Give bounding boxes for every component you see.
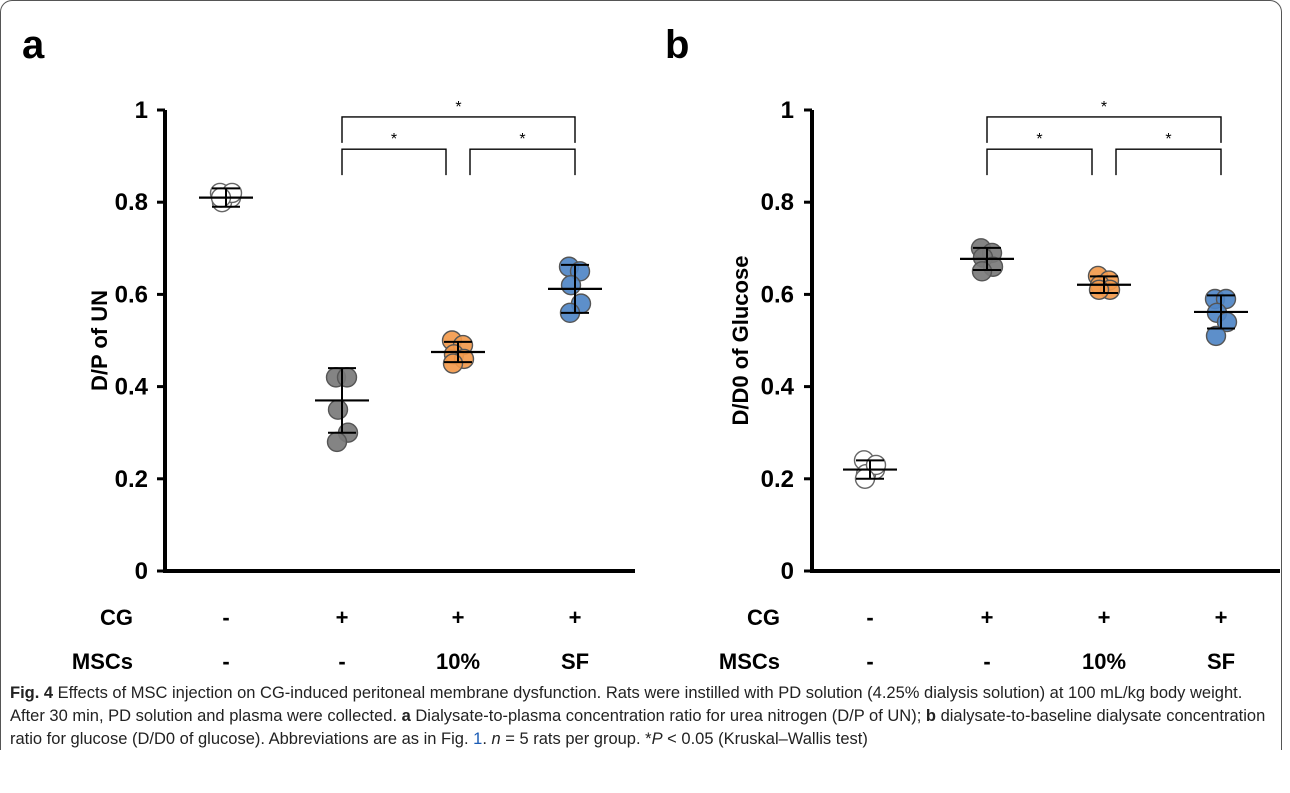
- significance-bracket: [469, 148, 576, 176]
- y-tick-label: 0.4: [761, 374, 795, 401]
- significance-bracket: [341, 116, 576, 143]
- condition-mscs-value: -: [866, 649, 873, 674]
- data-point: [336, 367, 358, 388]
- figure-frame: [0, 0, 1282, 750]
- row-label-cg: CG: [747, 605, 780, 630]
- caption-a-text: Dialysate-to-plasma concentration ratio …: [410, 707, 926, 725]
- significance-star: *: [455, 99, 461, 116]
- significance-bracket: [986, 148, 1093, 176]
- figure-caption: Fig. 4 Effects of MSC injection on CG-in…: [10, 682, 1280, 751]
- caption-sentence-1: Effects of MSC injection on CG-induced p…: [10, 684, 1243, 725]
- panel-letter: b: [665, 23, 689, 67]
- panel-letter: a: [22, 23, 45, 67]
- caption-fig-label: Fig. 4: [10, 684, 54, 702]
- condition-mscs-value: -: [983, 649, 990, 674]
- data-point: [327, 399, 349, 420]
- caption-fig-ref-link[interactable]: 1: [473, 730, 483, 748]
- y-tick-label: 0.4: [115, 374, 149, 401]
- condition-mscs-value: -: [338, 649, 345, 674]
- row-label-cg: CG: [100, 605, 133, 630]
- y-axis-label: D/P of UN: [87, 290, 112, 391]
- condition-cg-value: +: [452, 605, 465, 630]
- data-point: [1205, 325, 1227, 347]
- caption-p-var: P: [651, 730, 663, 748]
- condition-cg-value: +: [1098, 605, 1111, 630]
- condition-cg-value: -: [866, 605, 873, 630]
- figure-panels: a00.20.40.60.81D/P of UN** *CGMSCs--+-+10…: [22, 23, 1280, 674]
- significance-bracket: [1115, 148, 1222, 176]
- condition-cg-value: +: [1215, 605, 1228, 630]
- caption-a-label: a: [401, 707, 411, 725]
- caption-n-text: = 5 rats per group.: [500, 730, 646, 748]
- row-label-mscs: MSCs: [72, 649, 133, 674]
- y-tick-label: 0.2: [761, 466, 794, 493]
- caption-p-star: *: [645, 730, 652, 748]
- caption-n-var: n: [491, 730, 501, 748]
- significance-bracket: [341, 148, 447, 176]
- data-point: [1088, 279, 1110, 300]
- significance-star: *: [1036, 131, 1042, 148]
- y-axis-label: D/D0 of Glucose: [728, 256, 753, 426]
- condition-cg-value: -: [222, 605, 229, 630]
- y-tick-label: 0.6: [761, 281, 794, 308]
- condition-mscs-value: SF: [561, 649, 589, 674]
- caption-b-text: dialysate-to-baseline dialysate concentr…: [10, 707, 1266, 748]
- condition-cg-value: +: [569, 605, 582, 630]
- condition-cg-value: +: [981, 605, 994, 630]
- row-label-mscs: MSCs: [719, 649, 780, 674]
- y-tick-label: 0: [781, 558, 794, 585]
- data-point: [326, 431, 348, 453]
- significance-star: *: [1165, 131, 1171, 148]
- y-tick-label: 1: [781, 97, 794, 124]
- y-tick-label: 0.8: [761, 189, 794, 216]
- y-tick-label: 0.6: [115, 281, 148, 308]
- significance-star: *: [391, 131, 397, 148]
- data-point: [442, 353, 464, 374]
- y-tick-label: 0.2: [115, 466, 148, 493]
- condition-cg-value: +: [336, 605, 349, 630]
- significance-bracket: [986, 116, 1222, 143]
- panel-b: b 0 0.2 0.4 0.6 0.8 1 D/D0 of Glucose * * * CG MSCs -…: [665, 23, 1280, 674]
- condition-mscs-value: 10%: [1082, 649, 1126, 674]
- significance-star: *: [519, 131, 525, 148]
- y-tick-label: 0: [135, 558, 148, 585]
- significance-star: *: [1101, 99, 1107, 116]
- condition-mscs-value: SF: [1207, 649, 1235, 674]
- caption-n-pre: .: [482, 730, 492, 748]
- y-tick-label: 1: [135, 97, 148, 124]
- condition-mscs-value: -: [222, 649, 229, 674]
- caption-p-text: < 0.05 (Kruskal–Wallis test): [662, 730, 868, 748]
- y-tick-label: 0.8: [115, 189, 148, 216]
- data-point: [560, 274, 582, 296]
- panel-a: a 0 0.2 0.4 0.6 0.8 1 D/P of UN * * * CG MSCs - - + - +10…: [22, 23, 635, 674]
- caption-b-label: b: [925, 707, 936, 725]
- condition-mscs-value: 10%: [436, 649, 480, 674]
- data-point: [971, 261, 993, 282]
